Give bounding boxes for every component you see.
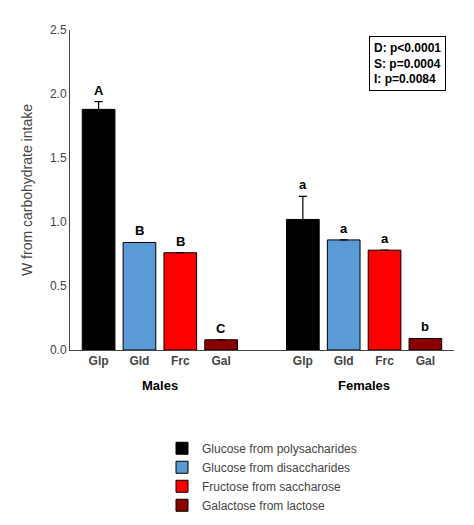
svg-text:A: A — [94, 83, 104, 98]
svg-text:B: B — [176, 234, 185, 249]
svg-text:a: a — [299, 177, 307, 192]
svg-text:0.5: 0.5 — [50, 279, 67, 293]
svg-text:Females: Females — [338, 378, 390, 393]
svg-text:Glp: Glp — [89, 354, 109, 368]
svg-text:C: C — [216, 321, 226, 336]
svg-text:Gal: Gal — [211, 354, 230, 368]
svg-text:0.0: 0.0 — [50, 343, 67, 357]
svg-text:2.0: 2.0 — [50, 87, 67, 101]
svg-text:Males: Males — [142, 378, 178, 393]
svg-text:D: p<0.0001S: p=0.0004I: p=0.0: D: p<0.0001S: p=0.0004I: p=0.0084 — [374, 41, 441, 86]
svg-text:Glucose from disaccharides: Glucose from disaccharides — [202, 461, 350, 475]
svg-text:2.5: 2.5 — [50, 23, 67, 37]
svg-text:W from carbohydrate intake: W from carbohydrate intake — [19, 104, 35, 276]
svg-text:Fructose from saccharose: Fructose from saccharose — [202, 480, 341, 494]
svg-text:Gal: Gal — [416, 354, 435, 368]
svg-text:a: a — [340, 221, 348, 236]
svg-text:1.5: 1.5 — [50, 151, 67, 165]
svg-text:b: b — [421, 319, 429, 334]
svg-text:Gld: Gld — [129, 354, 149, 368]
svg-text:Frc: Frc — [375, 354, 394, 368]
svg-text:Galactose from lactose: Galactose from lactose — [202, 499, 325, 513]
svg-text:Gld: Gld — [334, 354, 354, 368]
svg-text:B: B — [135, 223, 144, 238]
svg-text:1.0: 1.0 — [50, 215, 67, 229]
svg-text:Frc: Frc — [171, 354, 190, 368]
svg-text:Glucose from polysacharides: Glucose from polysacharides — [202, 442, 357, 456]
svg-text:a: a — [381, 231, 389, 246]
svg-text:Glp: Glp — [293, 354, 313, 368]
